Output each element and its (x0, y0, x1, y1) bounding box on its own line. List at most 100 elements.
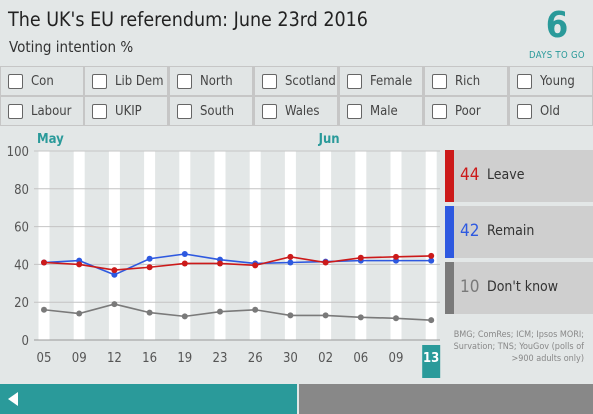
data-point (428, 317, 435, 324)
series-line (43, 253, 432, 276)
month-label: May (37, 132, 64, 147)
y-tick-label: 0 (22, 334, 29, 349)
filter-lib-dem[interactable]: Lib Dem (85, 67, 167, 95)
filter-south[interactable]: South (170, 97, 252, 125)
filter-wales[interactable]: Wales (255, 97, 337, 125)
page-title: The UK's EU referendum: June 23rd 2016 (8, 8, 368, 31)
data-point (181, 313, 188, 320)
checkbox-icon[interactable] (92, 73, 107, 89)
legend-leave[interactable]: 44 Leave (445, 150, 593, 202)
data-point (322, 312, 329, 319)
x-tick-label: 02 (318, 351, 333, 366)
legend-label: Leave (487, 167, 525, 183)
data-point (287, 253, 294, 260)
data-point (252, 306, 259, 313)
filter-label: UKIP (115, 103, 142, 119)
legend-color-bar (445, 150, 454, 202)
date-stripe (425, 151, 437, 340)
x-tick-label: 12 (107, 351, 122, 366)
source-note: BMG; ComRes; ICM; Ipsos MORI; Survation;… (453, 330, 584, 364)
data-point (111, 301, 118, 308)
poll-chart: 0 20 40 60 80 100 May Jun 05 09 12 16 19 23 26 30 02 06 09… (7, 132, 441, 378)
series-line (43, 303, 432, 321)
data-point (181, 260, 188, 267)
page-subtitle: Voting intention % (9, 38, 134, 56)
data-point (287, 259, 294, 266)
checkbox-icon[interactable] (432, 73, 447, 89)
legend-value: 10 (460, 277, 480, 297)
date-stripe (214, 151, 226, 340)
data-point (181, 251, 188, 258)
filter-label: Old (540, 103, 560, 119)
filter-scotland[interactable]: Scotland (255, 67, 337, 95)
checkbox-icon[interactable] (517, 73, 532, 89)
checkbox-icon[interactable] (177, 73, 192, 89)
data-point (428, 257, 435, 264)
data-point (111, 271, 118, 278)
timeline-remaining[interactable] (299, 384, 593, 414)
data-point (428, 252, 435, 259)
countdown-label: DAYS TO GO (529, 50, 585, 61)
x-tick-label: 19 (177, 351, 192, 366)
legend-color-bar (445, 262, 454, 314)
filter-poor[interactable]: Poor (425, 97, 507, 125)
checkbox-icon[interactable] (92, 103, 107, 119)
legend-label: Don't know (487, 279, 559, 295)
filter-labour[interactable]: Labour (1, 97, 83, 125)
checkbox-icon[interactable] (347, 73, 362, 89)
checkbox-icon[interactable] (347, 103, 362, 119)
data-point (252, 262, 259, 269)
data-point (322, 259, 329, 266)
x-tick-label: 06 (353, 351, 368, 366)
data-point (111, 267, 118, 274)
data-point (357, 254, 364, 261)
date-stripe (249, 151, 261, 340)
data-point (41, 306, 47, 313)
checkbox-icon[interactable] (432, 103, 447, 119)
legend-value: 44 (460, 165, 480, 185)
legend-remain[interactable]: 42 Remain (445, 206, 593, 258)
filter-con[interactable]: Con (1, 67, 83, 95)
y-tick-label: 80 (14, 183, 29, 198)
series-line (43, 255, 432, 271)
filter-label: Labour (31, 103, 72, 119)
filter-young[interactable]: Young (510, 67, 592, 95)
filter-female[interactable]: Female (340, 67, 422, 95)
filter-label: Male (370, 103, 398, 119)
filter-ukip[interactable]: UKIP (85, 97, 167, 125)
x-tick-label: 30 (283, 351, 298, 366)
filter-rich[interactable]: Rich (425, 67, 507, 95)
x-tick-label: 05 (37, 351, 52, 366)
x-tick-label: 16 (142, 351, 157, 366)
filter-label: Poor (455, 103, 481, 119)
header: The UK's EU referendum: June 23rd 2016 V… (0, 0, 593, 66)
checkbox-icon[interactable] (177, 103, 192, 119)
data-point (146, 264, 153, 271)
data-point (217, 308, 223, 315)
filter-label: Scotland (285, 73, 336, 89)
filter-label: Rich (455, 73, 481, 89)
timeline-progress[interactable] (0, 384, 297, 414)
legend-dont-know[interactable]: 10 Don't know (445, 262, 593, 314)
date-stripe (144, 151, 156, 340)
filter-north[interactable]: North (170, 67, 252, 95)
filter-male[interactable]: Male (340, 97, 422, 125)
date-stripe (284, 151, 296, 340)
filter-panel: Con Lib Dem North Scotland Female Rich Y… (0, 66, 593, 126)
y-tick-label: 100 (7, 145, 29, 160)
back-arrow-icon[interactable] (8, 392, 18, 406)
month-label: Jun (318, 132, 340, 147)
chart-area: 0 20 40 60 80 100 May Jun 05 09 12 16 19 23 26 30 02 06 09… (0, 126, 593, 384)
data-point (76, 261, 83, 268)
date-stripe (390, 151, 402, 340)
x-tick-label: 09 (72, 351, 87, 366)
countdown-value: 6 (545, 5, 569, 46)
filter-old[interactable]: Old (510, 97, 592, 125)
x-tick-label: 13 (423, 351, 439, 366)
checkbox-icon[interactable] (8, 73, 23, 89)
checkbox-icon[interactable] (8, 103, 23, 119)
y-tick-label: 40 (14, 258, 29, 273)
checkbox-icon[interactable] (262, 103, 277, 119)
checkbox-icon[interactable] (517, 103, 532, 119)
checkbox-icon[interactable] (262, 73, 277, 89)
